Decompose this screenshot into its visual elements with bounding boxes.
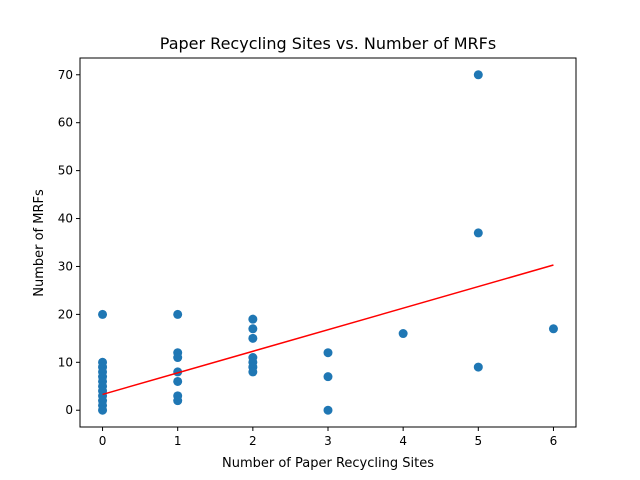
x-tick-label: 1 — [174, 434, 182, 448]
data-point — [98, 309, 108, 319]
data-point — [398, 329, 408, 339]
data-point — [248, 314, 258, 324]
x-tick-label: 5 — [474, 434, 482, 448]
data-point — [548, 324, 558, 334]
y-tick-label: 0 — [65, 403, 73, 417]
data-point — [323, 372, 333, 382]
chart-title: Paper Recycling Sites vs. Number of MRFs — [160, 34, 496, 53]
y-tick-label: 60 — [58, 116, 73, 130]
y-axis-label: Number of MRFs — [32, 189, 47, 297]
y-tick-label: 50 — [58, 164, 73, 178]
y-tick-label: 40 — [58, 212, 73, 226]
x-axis-label: Number of Paper Recycling Sites — [222, 456, 434, 471]
data-point — [173, 309, 183, 319]
data-point — [473, 228, 483, 238]
data-point — [323, 348, 333, 358]
y-tick-label: 20 — [58, 307, 73, 321]
data-point — [473, 70, 483, 80]
data-point — [98, 405, 108, 415]
data-point — [473, 362, 483, 372]
data-point — [323, 405, 333, 415]
data-point — [173, 396, 183, 406]
x-tick-label: 6 — [550, 434, 558, 448]
x-tick-label: 3 — [324, 434, 332, 448]
data-point — [248, 333, 258, 343]
data-point — [173, 353, 183, 363]
y-tick-label: 30 — [58, 259, 73, 273]
x-tick-label: 4 — [399, 434, 407, 448]
data-point — [248, 367, 258, 377]
x-tick-label: 0 — [99, 434, 107, 448]
trend-line — [102, 264, 554, 396]
data-point — [173, 376, 183, 386]
x-tick-label: 2 — [249, 434, 257, 448]
y-tick-label: 70 — [58, 68, 73, 82]
data-point — [248, 324, 258, 334]
y-tick-label: 10 — [58, 355, 73, 369]
